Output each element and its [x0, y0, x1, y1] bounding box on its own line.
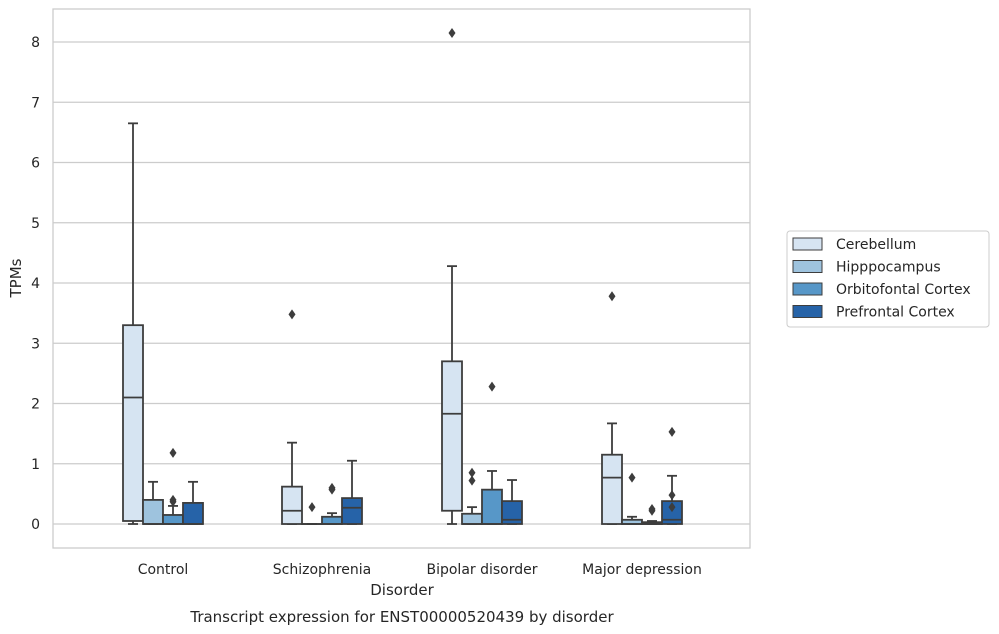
outlier-point	[288, 309, 296, 320]
outlier-point	[628, 472, 636, 483]
chart-caption: Transcript expression for ENST0000052043…	[189, 608, 614, 626]
x-tick-labels: Control Schizophrenia Bipolar disorder Majo…	[138, 562, 702, 578]
boxes	[122, 27, 683, 525]
y-tick-label: 7	[31, 95, 40, 111]
box-body	[501, 500, 523, 525]
y-tick-label: 6	[31, 156, 40, 172]
box-1-2	[461, 467, 483, 525]
legend-swatch	[792, 260, 823, 273]
legend-swatch	[792, 282, 823, 296]
y-tick-label: 3	[31, 336, 40, 352]
outlier-point	[668, 502, 676, 513]
box-3-2	[501, 479, 523, 525]
y-tick-label: 2	[31, 397, 40, 413]
legend-entry: Prefrontal Cortex	[836, 305, 955, 321]
box-body	[661, 500, 683, 525]
outlier-point	[169, 494, 177, 505]
box-body	[162, 514, 184, 525]
y-tick-label: 0	[31, 517, 40, 533]
box-body	[461, 512, 483, 525]
y-tick-label: 4	[31, 276, 40, 292]
outlier-point	[668, 426, 676, 437]
outlier-point	[169, 447, 177, 458]
outlier-point	[648, 503, 656, 514]
outlier-point	[328, 482, 336, 493]
box-3-0	[182, 480, 204, 525]
box-0-0	[122, 122, 144, 525]
box-0-1	[281, 309, 303, 525]
x-tick-label: Control	[138, 562, 189, 578]
outlier-point	[488, 381, 496, 392]
box-body	[601, 453, 623, 525]
box-body	[441, 360, 463, 512]
box-2-0	[162, 447, 184, 525]
y-tick-labels: 0 1 2 3 4 5 6 7 8	[31, 35, 40, 533]
x-axis-label: Disorder	[370, 581, 434, 599]
legend-entry: Hipppocampus	[836, 260, 941, 276]
box-body	[182, 502, 204, 525]
y-tick-label: 1	[31, 457, 40, 473]
box-1-0	[142, 480, 164, 525]
box-body	[341, 497, 363, 525]
x-tick-label: Schizophrenia	[273, 562, 371, 578]
outlier-point	[448, 27, 456, 38]
legend-entry: Cerebellum	[836, 237, 916, 253]
outlier-point	[468, 475, 476, 486]
box-0-2	[441, 27, 463, 525]
plot-frame	[52, 8, 751, 549]
box-body	[281, 485, 303, 525]
box-body	[481, 488, 503, 525]
outlier-point	[668, 490, 676, 501]
legend-swatch	[792, 305, 823, 318]
legend-frame	[786, 230, 990, 328]
x-tick-label: Bipolar disorder	[426, 562, 537, 578]
outlier-point	[468, 467, 476, 478]
y-tick-label: 8	[31, 35, 40, 51]
legend: Cerebellum Hipppocampus Orbitofontal Corte…	[786, 230, 990, 328]
legend-swatch	[792, 237, 823, 251]
box-3-3	[661, 426, 683, 525]
outlier-point	[608, 291, 616, 302]
box-0-3	[601, 291, 623, 525]
legend-entry: Orbitofontal Cortex	[836, 282, 971, 298]
box-3-1	[341, 459, 363, 525]
box-body	[142, 498, 164, 525]
x-tick-label: Major depression	[582, 562, 702, 578]
outlier-point	[308, 502, 316, 513]
y-tick-label: 5	[31, 216, 40, 232]
box-body	[122, 324, 144, 522]
y-axis-label: TPMs	[7, 258, 25, 298]
box-body	[321, 515, 343, 525]
box-2-2	[481, 381, 503, 525]
